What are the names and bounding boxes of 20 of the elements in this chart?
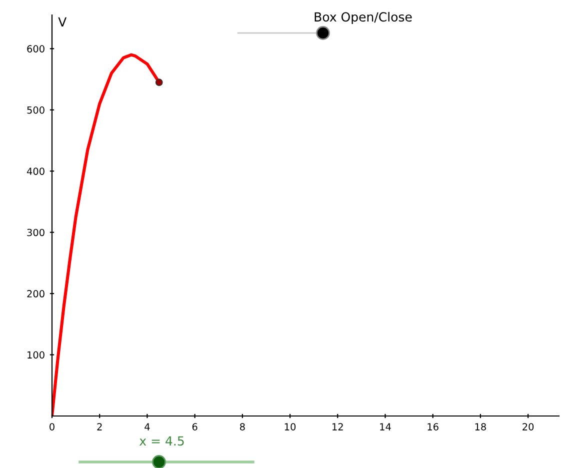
y-axis-title: V xyxy=(58,17,67,27)
x-tick-label: 12 xyxy=(332,423,343,430)
y-tick-label: 100 xyxy=(28,351,44,359)
x-tick-label: 2 xyxy=(97,423,102,430)
annotation: Box Open/Close xyxy=(314,12,412,24)
y-tick-label: 500 xyxy=(27,106,44,114)
x-tick-label: 14 xyxy=(380,423,391,430)
x-tick-label: 4 xyxy=(144,423,150,430)
y-tick-label: 400 xyxy=(26,168,44,175)
x-tick-label: 0 xyxy=(50,423,54,430)
y-tick-label: 600 xyxy=(27,45,44,53)
text: x = 4.5 xyxy=(140,436,184,446)
y-tick-label: 200 xyxy=(27,290,44,298)
x-tick-label: 20 xyxy=(522,423,534,430)
x-tick-label: 6 xyxy=(192,423,198,430)
x-tick-label: 10 xyxy=(284,423,296,430)
x-tick-label: 8 xyxy=(240,423,245,430)
x-tick-label: 18 xyxy=(475,423,486,430)
y-tick-label: 300 xyxy=(27,228,44,236)
x-tick-label: 16 xyxy=(428,423,438,430)
